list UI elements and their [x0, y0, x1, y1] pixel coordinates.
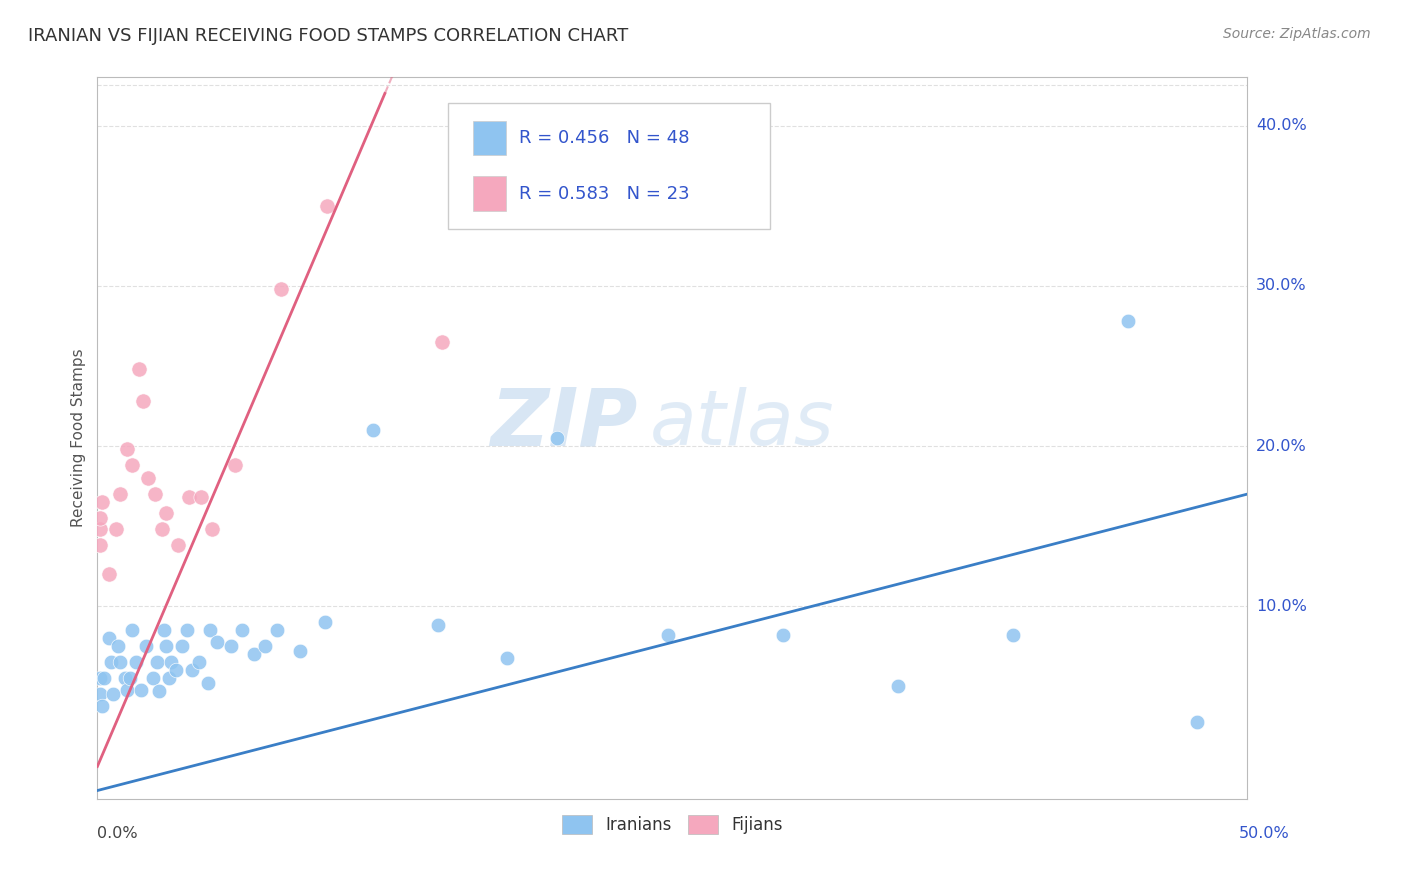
Point [219, 640, 242, 654]
Point [180, 664, 202, 678]
Point [1116, 314, 1139, 328]
Bar [474, 177, 506, 211]
Point [136, 471, 159, 485]
Point [107, 640, 129, 654]
Text: 20.0%: 20.0% [1256, 439, 1306, 453]
FancyBboxPatch shape [449, 103, 770, 229]
Point [187, 656, 209, 670]
Point [110, 656, 132, 670]
Point [128, 362, 150, 376]
Point [121, 458, 143, 473]
Text: atlas: atlas [650, 386, 834, 460]
Point [887, 679, 910, 693]
Point [772, 628, 794, 642]
Point [97, 567, 120, 582]
Text: 30.0%: 30.0% [1256, 278, 1306, 293]
Text: IRANIAN VS FIJIAN RECEIVING FOOD STAMPS CORRELATION CHART: IRANIAN VS FIJIAN RECEIVING FOOD STAMPS … [28, 27, 628, 45]
Point [363, 423, 385, 437]
Point [125, 656, 148, 670]
Point [314, 615, 336, 630]
Point [657, 628, 679, 642]
Text: R = 0.456   N = 48: R = 0.456 N = 48 [519, 129, 690, 147]
Point [266, 624, 288, 638]
Point [135, 640, 157, 654]
Point [118, 671, 141, 685]
Point [153, 624, 176, 638]
Point [117, 682, 139, 697]
Point [89, 538, 111, 552]
Point [93, 671, 115, 685]
Point [121, 624, 143, 638]
Bar [474, 120, 506, 155]
Point [165, 664, 187, 678]
Point [103, 687, 125, 701]
Point [172, 640, 194, 654]
Point [179, 490, 201, 504]
Text: ZIP: ZIP [491, 384, 638, 463]
Text: 0.0%: 0.0% [97, 826, 138, 841]
Point [89, 687, 111, 701]
Point [270, 282, 292, 296]
Point [142, 671, 165, 685]
Point [198, 624, 221, 638]
Point [432, 334, 454, 349]
Point [160, 656, 183, 670]
Text: 40.0%: 40.0% [1256, 118, 1306, 133]
Point [110, 487, 132, 501]
Point [157, 671, 180, 685]
Point [129, 682, 152, 697]
Point [150, 522, 173, 536]
Point [155, 506, 177, 520]
Text: Source: ZipAtlas.com: Source: ZipAtlas.com [1223, 27, 1371, 41]
Point [117, 442, 139, 457]
Point [242, 648, 264, 662]
Point [197, 676, 219, 690]
Legend: Iranians, Fijians: Iranians, Fijians [555, 808, 790, 840]
Point [1001, 628, 1024, 642]
Point [205, 634, 228, 648]
Point [132, 394, 155, 409]
Point [426, 618, 449, 632]
Point [231, 624, 253, 638]
Point [288, 644, 311, 658]
Point [316, 199, 339, 213]
Point [89, 522, 111, 536]
Text: 50.0%: 50.0% [1239, 826, 1289, 841]
Point [1185, 714, 1208, 729]
Point [89, 671, 111, 685]
Y-axis label: Receiving Food Stamps: Receiving Food Stamps [72, 349, 86, 527]
Point [104, 522, 127, 536]
Point [100, 656, 122, 670]
Point [190, 490, 212, 504]
Point [91, 698, 114, 713]
Point [546, 431, 568, 445]
Point [155, 640, 177, 654]
Point [91, 495, 114, 509]
Point [89, 511, 111, 525]
Text: R = 0.583   N = 23: R = 0.583 N = 23 [519, 185, 690, 202]
Point [166, 538, 188, 552]
Point [143, 487, 166, 501]
Point [97, 632, 120, 646]
Point [114, 671, 136, 685]
Point [146, 656, 169, 670]
Point [148, 684, 170, 698]
Point [176, 624, 198, 638]
Point [495, 650, 517, 665]
Point [224, 458, 246, 473]
Point [201, 522, 224, 536]
Text: 10.0%: 10.0% [1256, 599, 1306, 614]
Point [254, 640, 277, 654]
